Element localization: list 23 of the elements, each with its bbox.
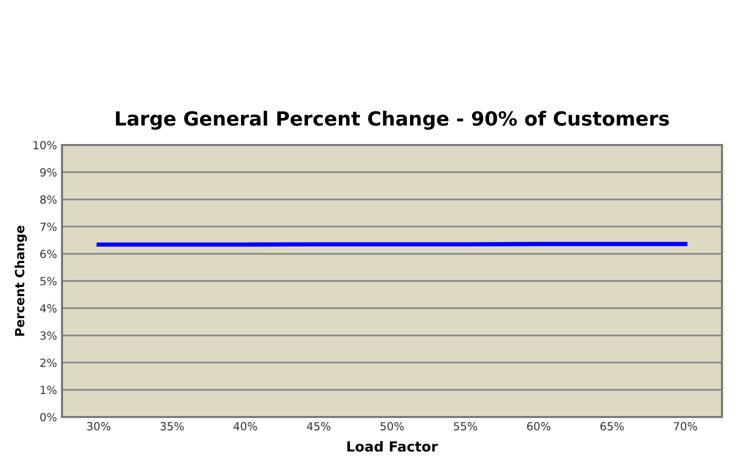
chart-title: Large General Percent Change - 90% of Customers <box>116 110 669 130</box>
y-tick-label: 4% <box>40 304 57 313</box>
y-tick-label: 3% <box>40 331 57 340</box>
y-tick-label: 2% <box>40 358 57 367</box>
y-tick-label: 0% <box>40 412 57 422</box>
y-tick-label: 1% <box>40 386 57 394</box>
y-tick-label: 5% <box>40 276 57 286</box>
x-tick-label: 35% <box>160 422 184 430</box>
y-tick-label: 10% <box>34 140 57 150</box>
x-tick-label: 45% <box>306 422 330 430</box>
y-tick-label: 6% <box>40 250 57 258</box>
x-tick-label: 70% <box>674 422 698 430</box>
x-axis-title: Load Factor <box>347 440 438 452</box>
y-tick-label: 8% <box>40 195 57 204</box>
x-tick-label: 65% <box>600 422 624 430</box>
x-tick-label: 40% <box>234 422 258 430</box>
x-tick-label: 60% <box>527 422 550 430</box>
x-tick-label: 55% <box>454 422 478 430</box>
y-axis-title: Percent Change <box>14 226 27 336</box>
y-tick-label: 7% <box>40 222 57 231</box>
x-tick-label: 50% <box>380 422 404 430</box>
y-tick-label: 9% <box>40 168 57 177</box>
x-tick-label: 30% <box>87 422 110 430</box>
